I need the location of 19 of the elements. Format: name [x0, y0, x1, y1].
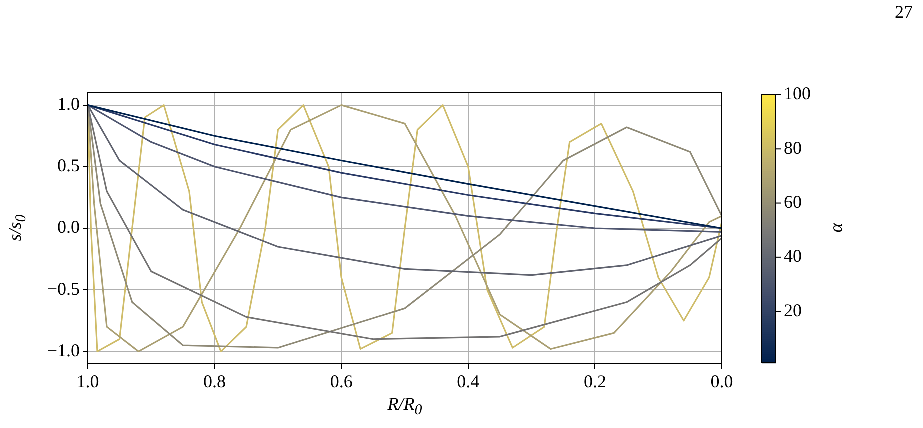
color-bar-label: 20 [784, 300, 802, 320]
color-bar-label: 40 [784, 246, 802, 266]
y-tick-label: −0.5 [47, 278, 80, 299]
x-tick-label: 0.2 [584, 372, 606, 392]
y-tick-label: 1.0 [58, 94, 80, 114]
x-axis-title: R/R$_{0}$ [388, 394, 422, 420]
y-tick-label: 0.0 [58, 217, 80, 238]
color-bar-label: 100 [784, 84, 811, 104]
color-bar-label: 80 [784, 138, 802, 158]
y-tick-label: −1.0 [47, 340, 80, 360]
color-bar-title: α [826, 223, 846, 233]
y-tick-label: 0.5 [58, 156, 80, 176]
x-tick-label: 0.0 [710, 372, 734, 392]
x-tick-label: 0.6 [330, 372, 353, 392]
color-bar-label: 60 [784, 192, 802, 212]
x-tick-label: 0.4 [457, 372, 480, 392]
x-tick-label: 1.0 [76, 372, 100, 392]
x-tick-label: 0.8 [204, 372, 226, 392]
text: 27 [895, 2, 913, 23]
